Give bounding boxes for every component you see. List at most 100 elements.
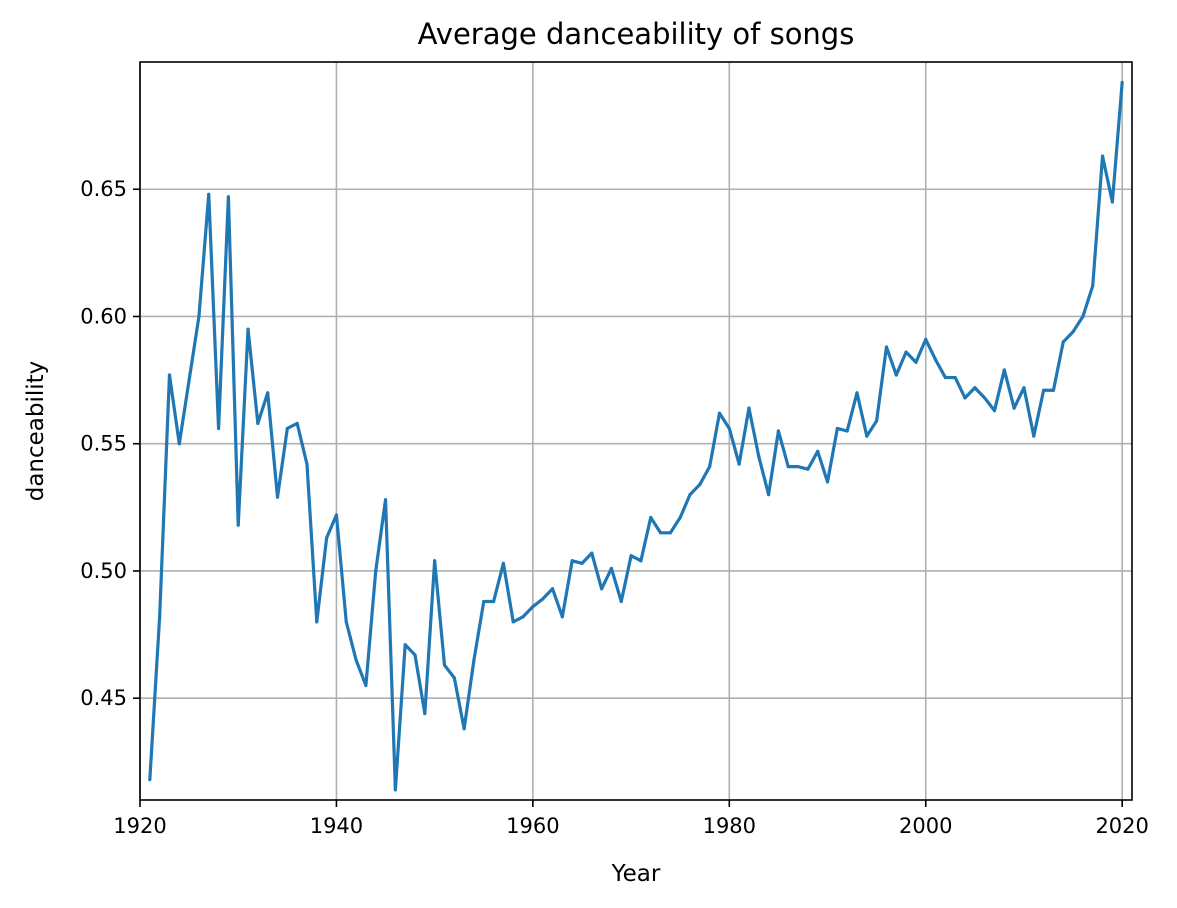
data-point <box>796 465 800 469</box>
data-point <box>835 426 839 431</box>
data-point <box>482 599 486 604</box>
data-point <box>590 551 594 555</box>
data-point <box>894 373 898 377</box>
data-point <box>1110 200 1114 204</box>
data-point <box>442 663 447 667</box>
data-point <box>511 620 515 624</box>
data-point <box>207 192 211 196</box>
data-point <box>1081 314 1085 319</box>
y-tick-label: 0.65 <box>80 177 127 201</box>
data-point <box>600 587 604 591</box>
data-point <box>806 467 810 471</box>
data-point <box>845 429 849 433</box>
data-point <box>717 411 722 415</box>
data-point <box>570 559 574 563</box>
x-tick-label: 1920 <box>113 814 166 838</box>
data-point <box>413 653 417 657</box>
data-point <box>914 360 918 364</box>
data-point <box>167 373 172 377</box>
data-point <box>433 559 437 563</box>
data-point <box>766 493 771 497</box>
data-point <box>325 536 329 540</box>
y-tick-label: 0.60 <box>80 304 127 328</box>
data-point <box>550 587 555 591</box>
data-point <box>943 375 947 380</box>
data-point <box>825 480 830 484</box>
data-point <box>688 493 692 497</box>
data-point <box>246 327 250 331</box>
data-point <box>786 465 790 469</box>
data-point <box>541 597 545 601</box>
data-point <box>560 615 564 619</box>
data-point <box>776 429 781 433</box>
x-axis-label: Year <box>611 861 661 887</box>
data-point <box>305 462 309 466</box>
data-point <box>678 515 682 520</box>
data-point <box>609 566 614 571</box>
data-point <box>1071 330 1075 334</box>
data-point <box>992 409 997 413</box>
x-tick-label: 1940 <box>310 814 363 838</box>
data-point <box>472 658 476 662</box>
data-point <box>177 442 181 446</box>
data-point <box>1051 388 1056 392</box>
chart-title: Average danceability of songs <box>418 17 855 51</box>
data-point <box>668 531 672 535</box>
data-point <box>1100 154 1105 158</box>
data-point <box>521 615 525 619</box>
data-point <box>649 515 653 520</box>
data-point <box>158 615 162 619</box>
y-tick-label: 0.50 <box>80 559 127 583</box>
data-point <box>315 620 319 624</box>
data-point <box>374 569 378 573</box>
data-point <box>216 426 221 431</box>
data-point <box>334 513 339 517</box>
data-point <box>285 426 289 431</box>
data-point <box>364 683 368 688</box>
data-point <box>187 378 191 382</box>
data-point <box>875 419 879 423</box>
grid <box>139 62 1132 800</box>
data-point <box>393 788 397 792</box>
data-point <box>708 465 712 469</box>
data-point <box>933 358 938 362</box>
data-point <box>924 337 928 341</box>
data-point <box>462 727 466 731</box>
data-point <box>757 454 761 459</box>
data-point <box>639 559 643 563</box>
data-point <box>1002 368 1006 372</box>
data-point <box>619 599 623 604</box>
data-point <box>295 421 299 425</box>
data-point <box>266 391 270 395</box>
data-point <box>1042 388 1046 392</box>
data-point <box>629 554 633 558</box>
data-point <box>236 523 240 527</box>
data-point <box>354 658 358 662</box>
data-point <box>226 195 230 199</box>
data-point <box>953 375 957 380</box>
data-point <box>855 391 859 395</box>
x-tick-label: 1960 <box>506 814 559 838</box>
data-point <box>403 643 407 647</box>
x-tick-label: 1980 <box>703 814 756 838</box>
data-point <box>423 711 427 716</box>
axis-ticks: 1920 1940 1960 1980 2000 2020 0.45 0.50 0.55 0.60… <box>80 177 1149 838</box>
y-tick-label: 0.55 <box>80 432 127 456</box>
x-tick-label: 2020 <box>1095 814 1148 838</box>
data-point <box>275 495 280 499</box>
data-point <box>904 350 908 354</box>
data-point <box>973 386 977 390</box>
data-point <box>727 426 731 431</box>
data-point <box>491 599 496 604</box>
data-point <box>148 778 152 782</box>
data-point <box>698 482 702 487</box>
data-point <box>816 449 820 453</box>
plot-frame <box>139 61 1133 801</box>
data-point <box>580 561 584 565</box>
data-point <box>737 462 741 466</box>
data-point <box>531 604 535 609</box>
y-axis-label: danceability <box>23 361 49 502</box>
data-point <box>1061 340 1065 344</box>
data-point <box>865 434 869 438</box>
data-point <box>1012 406 1016 410</box>
